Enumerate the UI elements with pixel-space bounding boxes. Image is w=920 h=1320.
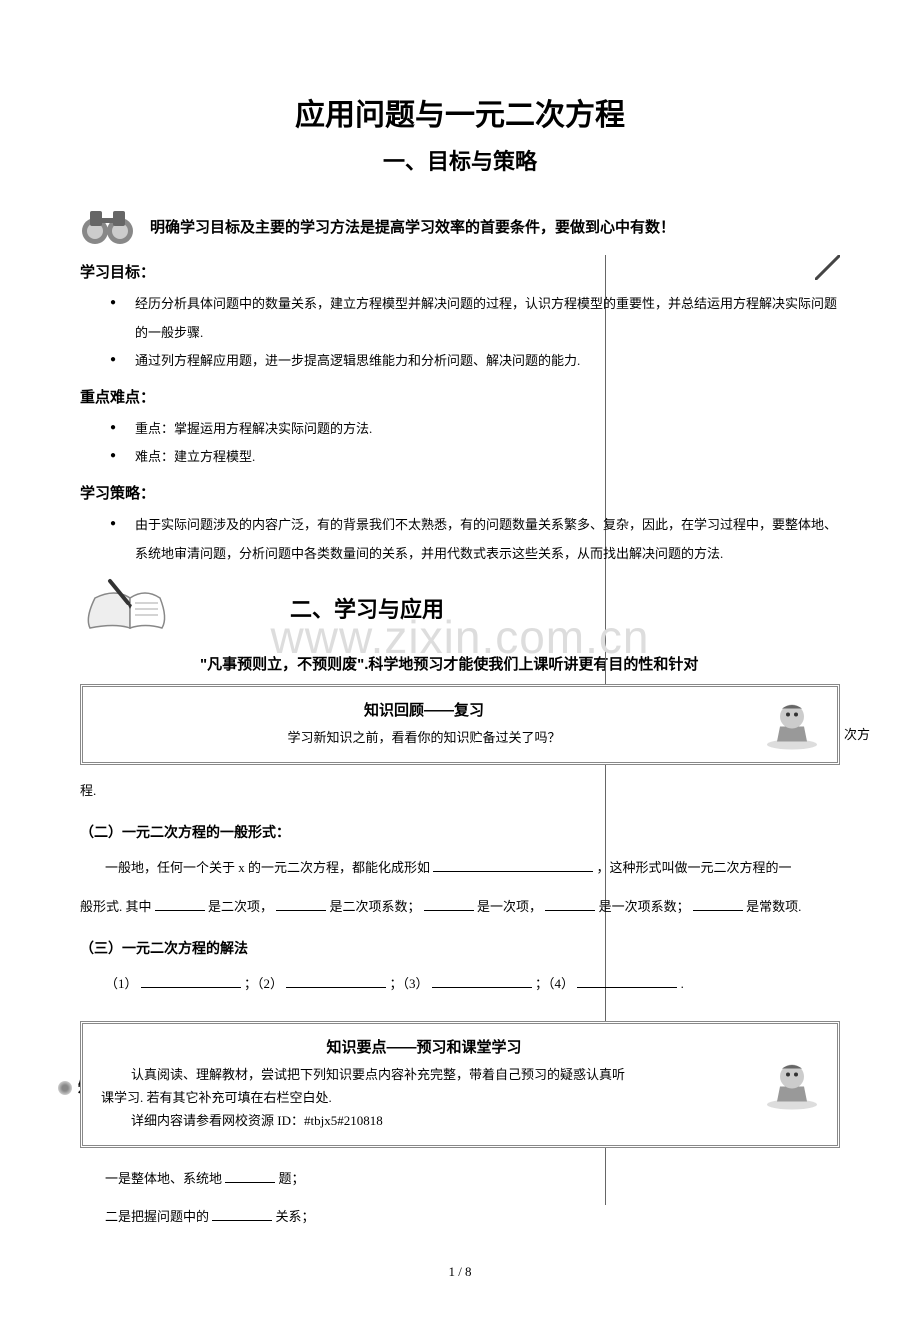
blank-field: [225, 1169, 275, 1183]
gf-l2-a: 是二次项，: [208, 899, 273, 914]
fill2-post: 关系；: [276, 1209, 315, 1224]
fill-line-1: 一是整体地、系统地 题；: [80, 1163, 840, 1196]
blank-field: [433, 858, 593, 872]
blank-field: [545, 897, 595, 911]
blank-field: [424, 897, 474, 911]
blank-field: [577, 974, 677, 988]
gf-l2-b: 是二次项系数；: [330, 899, 421, 914]
gf-l2-c: 是一次项，: [477, 899, 542, 914]
m-p2: ；（2）: [244, 976, 283, 991]
thinker-icon: [762, 697, 822, 752]
objectives-heading: 学习目标：: [80, 261, 840, 282]
notebook-icon: [80, 573, 170, 643]
gf-line1-pre: 一般地，任何一个关于 x 的一元二次方程，都能化成形如: [105, 860, 430, 875]
general-form-line2: 般形式. 其中 是二次项， 是二次项系数； 是一次项， 是一次项系数； 是常数项…: [80, 891, 840, 924]
strategy-heading: 学习策略：: [80, 482, 840, 503]
m-p5: .: [681, 976, 684, 991]
blank-field: [212, 1207, 272, 1221]
m-p3: ；（3）: [390, 976, 429, 991]
methods-heading: （三）一元二次方程的解法: [80, 938, 840, 958]
gf-l2-d: 是一次项系数；: [599, 899, 690, 914]
methods-line: （1） ；（2） ；（3） ；（4） .: [80, 968, 840, 1001]
keypoints-list: 重点：掌握运用方程解决实际问题的方法. 难点：建立方程模型.: [80, 415, 840, 472]
m-p4: ；（4）: [535, 976, 574, 991]
keypoints-box-line1: 认真阅读、理解教材，尝试把下列知识要点内容补充完整，带着自己预习的疑惑认真听: [101, 1063, 747, 1086]
keypoints-box-title: 知识要点——预习和课堂学习: [101, 1036, 747, 1057]
general-form-line1: 一般地，任何一个关于 x 的一元二次方程，都能化成形如 ，这种形式叫做一元二次方…: [80, 852, 840, 885]
blank-field: [155, 897, 205, 911]
page-number: 1 / 8: [80, 1264, 840, 1280]
keypoints-box-line3: 详细内容请参看网校资源 ID：#tbjx5#210818: [101, 1109, 747, 1132]
list-item: 难点：建立方程模型.: [120, 443, 840, 472]
gf-l2-e: 是常数项.: [746, 899, 801, 914]
section1-intro-text: 明确学习目标及主要的学习方法是提高学习效率的首要条件，要做到心中有数！: [150, 216, 675, 237]
list-item: 通过列方程解应用题，进一步提高逻辑思维能力和分析问题、解决问题的能力.: [120, 347, 840, 376]
keypoints-heading: 重点难点：: [80, 386, 840, 407]
blank-field: [141, 974, 241, 988]
trailing-text-1: 次方: [844, 724, 870, 743]
review-box: 知识回顾——复习 学习新知识之前，看看你的知识贮备过关了吗？: [80, 684, 840, 764]
review-box-content: 学习新知识之前，看看你的知识贮备过关了吗？: [101, 726, 747, 749]
fill1-pre: 一是整体地、系统地: [105, 1171, 222, 1186]
section1-intro-row: 明确学习目标及主要的学习方法是提高学习效率的首要条件，要做到心中有数！: [80, 206, 840, 246]
thinker-icon: [762, 1057, 822, 1112]
strategy-list: 由于实际问题涉及的内容广泛，有的背景我们不太熟悉，有的问题数量关系繁多、复杂，因…: [80, 511, 840, 568]
blank-field: [693, 897, 743, 911]
blank-field: [432, 974, 532, 988]
gf-l2-pre: 般形式. 其中: [80, 899, 152, 914]
gf-line1-post: ，这种形式叫做一元二次方程的一: [597, 860, 792, 875]
section2-header: 二、学习与应用: [80, 573, 840, 643]
fill1-post: 题；: [279, 1171, 305, 1186]
m-p1: （1）: [105, 976, 138, 991]
objectives-list: 经历分析具体问题中的数量关系，建立方程模型并解决问题的过程，认识方程模型的重要性…: [80, 290, 840, 376]
section1-title: 一、目标与策略: [80, 144, 840, 176]
review-box-title: 知识回顾——复习: [101, 699, 747, 720]
trailing-text-2: 程.: [80, 775, 840, 808]
fill2-pre: 二是把握问题中的: [105, 1209, 209, 1224]
keypoints-box: 知识要点——预习和课堂学习 认真阅读、理解教材，尝试把下列知识要点内容补充完整，…: [80, 1021, 840, 1148]
blank-field: [286, 974, 386, 988]
diagonal-accent: [815, 255, 840, 280]
side-bullet-icon: [58, 1081, 72, 1095]
list-item: 重点：掌握运用方程解决实际问题的方法.: [120, 415, 840, 444]
list-item: 由于实际问题涉及的内容广泛，有的背景我们不太熟悉，有的问题数量关系繁多、复杂，因…: [120, 511, 840, 568]
binoculars-icon: [80, 206, 135, 246]
section2-quote: "凡事预则立，不预则废".科学地预习才能使我们上课听讲更有目的性和针对: [200, 653, 840, 674]
fill-line-2: 二是把握问题中的 关系；: [80, 1201, 840, 1234]
section2-title: 二、学习与应用: [290, 592, 444, 624]
document-title: 应用问题与一元二次方程: [80, 90, 840, 134]
blank-field: [276, 897, 326, 911]
list-item: 经历分析具体问题中的数量关系，建立方程模型并解决问题的过程，认识方程模型的重要性…: [120, 290, 840, 347]
keypoints-box-line2: 课学习. 若有其它补充可填在右栏空白处.: [101, 1086, 747, 1109]
general-form-heading: （二）一元二次方程的一般形式：: [80, 822, 840, 842]
